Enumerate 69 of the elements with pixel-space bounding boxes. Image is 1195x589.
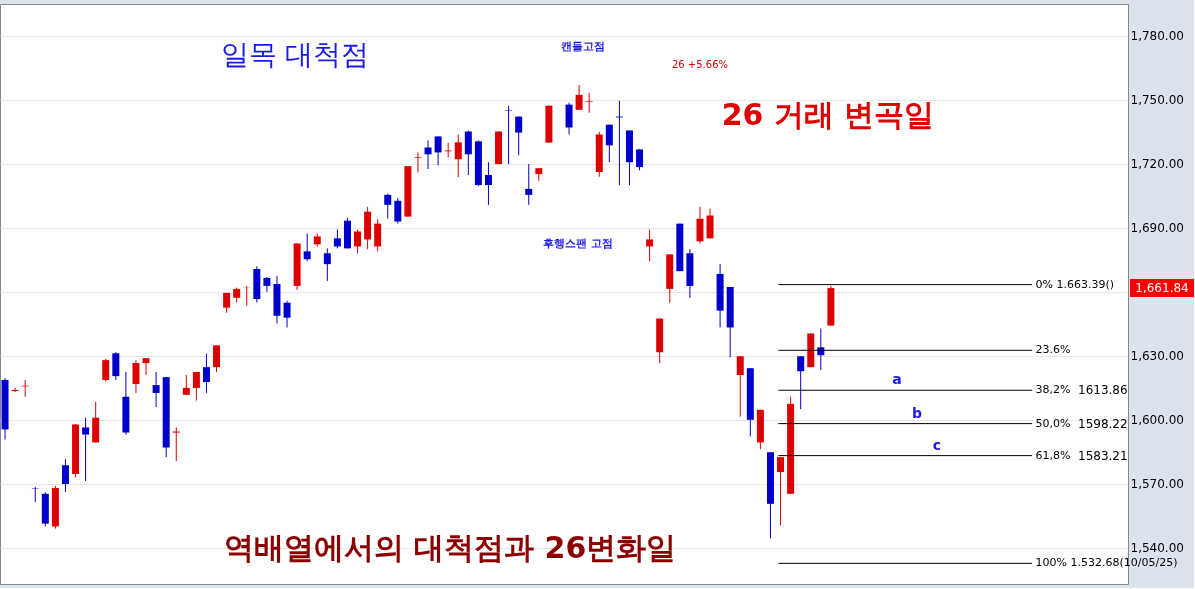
candlestick <box>132 359 140 394</box>
candlestick <box>515 116 523 156</box>
annotation: 역배열에서의 대척점과 26변화일 <box>223 530 677 565</box>
y-tick-label: 1,690.00 <box>1130 221 1184 236</box>
candlestick <box>454 134 462 178</box>
candlestick <box>777 456 785 526</box>
candlestick <box>565 102 573 135</box>
candlestick <box>585 92 593 114</box>
candlestick <box>182 374 190 396</box>
y-tick-label: 1,540.00 <box>1130 541 1184 556</box>
annotation: 26 +5.66% <box>671 59 729 70</box>
y-tick-label: 1,600.00 <box>1130 413 1184 428</box>
candlestick <box>202 353 210 394</box>
candlestick <box>646 229 654 262</box>
candlestick <box>797 355 805 410</box>
candlestick <box>525 163 533 206</box>
candlestick <box>303 232 311 262</box>
y-tick-label: 1,630.00 <box>1130 349 1184 364</box>
candlestick <box>333 229 341 249</box>
annotation: 23.6% <box>1035 343 1071 357</box>
candlestick <box>394 197 402 225</box>
candlestick <box>142 357 150 376</box>
candlestick <box>61 458 69 493</box>
candlestick <box>152 371 160 408</box>
annotation: c <box>932 436 942 453</box>
candlestick <box>374 218 382 252</box>
annotation: 38,2% <box>1035 383 1071 397</box>
candlestick <box>172 426 180 462</box>
y-tick-label: 1,750.00 <box>1130 93 1184 108</box>
candlestick <box>736 355 744 418</box>
candlestick <box>112 351 120 381</box>
y-tick-label: 1,570.00 <box>1130 477 1184 492</box>
annotation: 26 거래 변곡일 <box>721 97 935 132</box>
annotation: 61,8% <box>1035 448 1071 462</box>
annotation: 1598.22 <box>1078 416 1128 431</box>
candlestick <box>575 84 583 111</box>
annotation: 후행스팬 고점 <box>543 237 613 250</box>
annotation: 100% 1.532.68(10/05/25) <box>1035 556 1178 570</box>
candlestick <box>11 387 19 393</box>
annotation: 캔들고점 <box>561 40 605 53</box>
candlestick <box>414 151 422 173</box>
candlestick <box>82 417 90 482</box>
candlestick <box>605 124 613 163</box>
candlestick <box>263 276 271 293</box>
candlestick <box>696 206 704 244</box>
candlestick <box>323 247 331 282</box>
candlestick <box>31 486 39 503</box>
annotation: 1613.86 <box>1078 383 1128 398</box>
candlestick <box>354 229 362 254</box>
text: 1,661.84 <box>1135 281 1189 295</box>
annotation: 50,0% <box>1035 416 1071 430</box>
annotation: a <box>892 371 902 388</box>
y-tick-label: 1,780.00 <box>1130 29 1184 44</box>
candlestick <box>706 208 714 239</box>
candlestick <box>434 135 442 166</box>
annotation: b <box>911 404 923 421</box>
candlestick <box>102 358 110 382</box>
candlestick <box>636 148 644 171</box>
annotation: 일목 대척점 <box>220 38 370 71</box>
candlestick <box>444 142 452 159</box>
y-tick-label: 1,720.00 <box>1130 157 1184 172</box>
candlestick <box>384 193 392 220</box>
candlestick <box>484 161 492 206</box>
annotation: 0% 1.663.39() <box>1035 277 1115 291</box>
candlestick <box>192 371 200 402</box>
candlestick <box>283 300 291 328</box>
candlestick <box>464 129 472 176</box>
annotation: 1583.21 <box>1078 448 1128 463</box>
candlestick <box>213 344 221 373</box>
